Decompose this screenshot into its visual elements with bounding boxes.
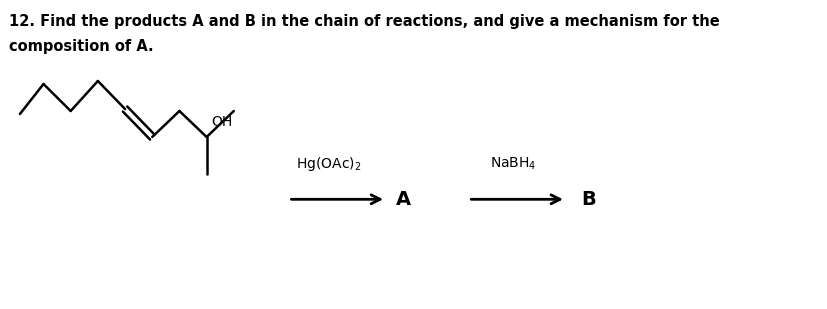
Text: NaBH$_4$: NaBH$_4$ xyxy=(490,155,537,172)
Text: B: B xyxy=(581,190,595,209)
Text: composition of A.: composition of A. xyxy=(9,39,154,54)
Text: A: A xyxy=(395,190,411,209)
Text: 12. Find the products A and B in the chain of reactions, and give a mechanism fo: 12. Find the products A and B in the cha… xyxy=(9,14,719,29)
Text: OH: OH xyxy=(211,115,232,129)
Text: Hg(OAc)$_2$: Hg(OAc)$_2$ xyxy=(295,155,361,173)
